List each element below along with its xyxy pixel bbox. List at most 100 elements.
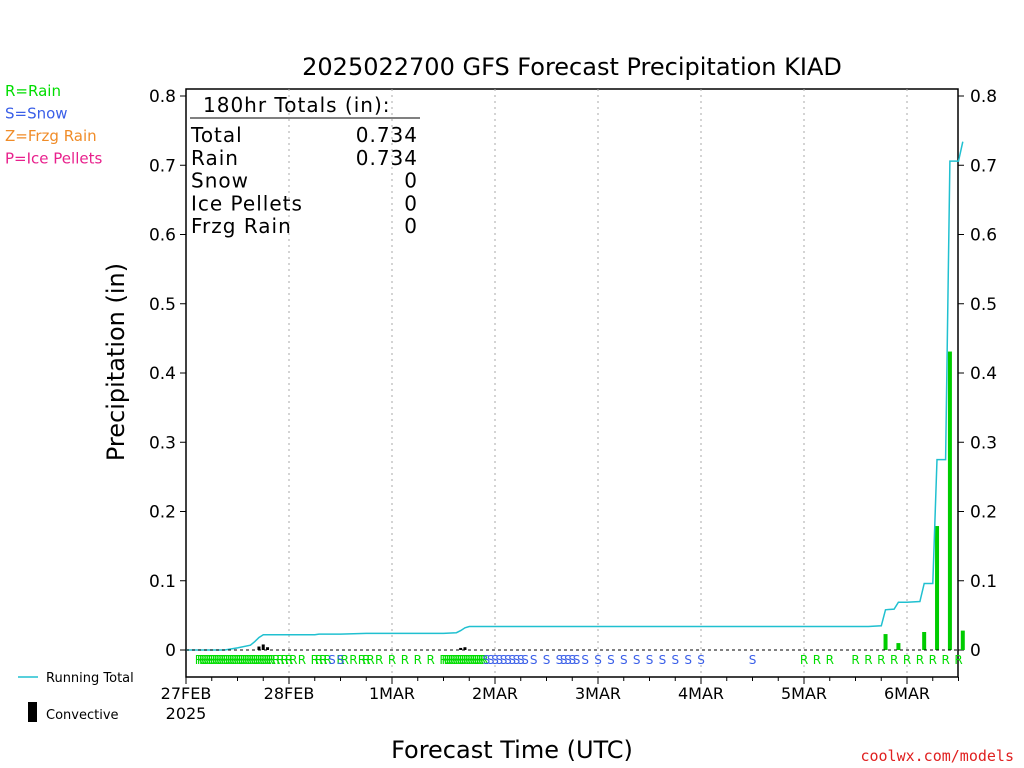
ptype-marker: R (426, 653, 434, 667)
ptype-marker: R (315, 653, 323, 667)
y-tick-label: 0.4 (149, 364, 176, 384)
ptype-marker: S (697, 653, 705, 667)
ptype-marker: R (216, 653, 224, 667)
ptype-marker: R (903, 653, 911, 667)
ptype-marker: R (323, 653, 331, 667)
ptype-marker: R (268, 653, 276, 667)
y-tick-label-right: 0.1 (970, 572, 997, 592)
chart-title: 2025022700 GFS Forecast Precipitation KI… (302, 53, 842, 81)
y-tick-label-right: 0 (970, 641, 981, 661)
ptype-marker: R (263, 653, 271, 667)
x-tick-label: 3MAR (575, 684, 621, 703)
ptype-marker: R (244, 653, 252, 667)
ptype-marker: R (253, 653, 261, 667)
ptype-marker: S (646, 653, 654, 667)
x-tick-label: 28FEB (264, 684, 315, 703)
ptype-marker: S (560, 653, 568, 667)
ptype-marker: R (414, 653, 422, 667)
ptype-marker: R (205, 653, 213, 667)
precip-bar (896, 643, 901, 650)
x-tick-label: 27FEB (161, 684, 212, 703)
ptype-marker: S (337, 653, 345, 667)
ptype-marker: S (749, 653, 757, 667)
totals-row-value: 0.734 (356, 123, 418, 147)
ptype-marker: S (581, 653, 589, 667)
legend-entry: R=Rain (5, 82, 61, 100)
ptype-marker: R (446, 653, 454, 667)
ptype-marker: S (504, 653, 512, 667)
ptype-marker: R (454, 653, 462, 667)
ptype-marker: R (311, 653, 319, 667)
footer-credit: coolwx.com/models (860, 747, 1014, 765)
convective-bar (261, 644, 265, 650)
legend-entry: P=Ice Pellets (5, 150, 102, 168)
ptype-marker: R (208, 653, 216, 667)
ptype-marker: R (261, 653, 269, 667)
convective-bar (257, 646, 261, 650)
convective-legend-label: Convective (46, 708, 119, 723)
ptype-marker: R (890, 653, 898, 667)
totals-row-value: 0.734 (356, 146, 418, 170)
x-axis-label: Forecast Time (UTC) (391, 736, 633, 764)
ptype-marker: R (259, 653, 267, 667)
precip-bar (883, 634, 888, 650)
ptype-marker: R (197, 653, 205, 667)
ptype-marker: R (472, 653, 480, 667)
ptype-marker: R (248, 653, 256, 667)
ptype-marker: S (517, 653, 525, 667)
ptype-marker: S (633, 653, 641, 667)
ptype-marker: S (513, 653, 521, 667)
ptype-marker: S (495, 653, 503, 667)
ptype-marker: R (242, 653, 250, 667)
precip-bar (935, 526, 940, 650)
totals-row-label: Rain (191, 146, 239, 170)
x-tick-label: 1MAR (369, 684, 415, 703)
y-tick-label-right: 0.7 (970, 156, 997, 176)
y-tick-label-right: 0.6 (970, 226, 997, 246)
ptype-marker: R (444, 653, 452, 667)
totals-row-value: 0 (404, 169, 418, 193)
ptype-marker: R (467, 653, 475, 667)
legend-entry: S=Snow (5, 105, 68, 123)
ptype-marker: R (266, 653, 274, 667)
ptype-marker: S (508, 653, 516, 667)
ptype-marker: R (480, 653, 488, 667)
y-tick-label: 0.1 (149, 572, 176, 592)
ptype-marker: R (218, 653, 226, 667)
ptype-marker: R (441, 653, 449, 667)
ptype-marker: R (246, 653, 254, 667)
ptype-marker: R (223, 653, 231, 667)
ptype-markers: RRRRRRRRRRRRRRRRRRRRRRRRRRRRRRRRRRRRRRRR… (195, 653, 963, 667)
totals-box: 180hr Totals (in): Total 0.734 Rain 0.734 Sno… (190, 93, 420, 238)
ptype-marker: R (214, 653, 222, 667)
ptype-marker: R (349, 653, 357, 667)
ptype-marker: R (929, 653, 937, 667)
ptype-marker: R (289, 653, 297, 667)
ptype-legend: R=Rain S=Snow Z=Frzg Rain P=Ice Pellets (5, 82, 102, 168)
y-tick-label: 0.5 (149, 295, 176, 315)
ptype-marker: R (220, 653, 228, 667)
ptype-marker: R (250, 653, 258, 667)
plot-frame (185, 88, 959, 678)
ptype-marker: R (916, 653, 924, 667)
ptype-marker: R (448, 653, 456, 667)
ptype-marker: R (826, 653, 834, 667)
ptype-marker: R (240, 653, 248, 667)
ptype-marker: R (336, 653, 344, 667)
ptype-marker: R (257, 653, 265, 667)
precipitation-bars (883, 351, 965, 650)
ptype-marker: R (813, 653, 821, 667)
ptype-marker: R (235, 653, 243, 667)
ptype-marker: R (210, 653, 218, 667)
ptype-marker: S (620, 653, 628, 667)
convective-bar (463, 647, 467, 650)
totals-row-label: Frzg Rain (191, 214, 292, 238)
totals-row-label: Snow (191, 169, 249, 193)
ptype-marker: R (476, 653, 484, 667)
ptype-marker: R (388, 653, 396, 667)
convective-bar (266, 647, 270, 650)
ptype-marker: R (401, 653, 409, 667)
ptype-marker: S (487, 653, 495, 667)
convective-bars (257, 644, 467, 650)
